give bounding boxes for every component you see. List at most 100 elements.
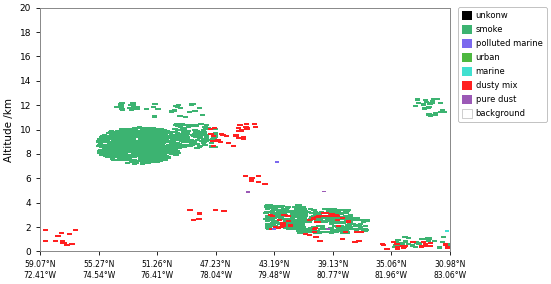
Bar (107, 150, 113, 152)
Bar (426, 240, 431, 242)
Bar (156, 128, 161, 130)
Bar (112, 153, 118, 156)
Bar (290, 214, 295, 216)
Bar (117, 159, 122, 161)
Bar (147, 136, 153, 138)
Bar (169, 141, 174, 143)
Bar (264, 205, 269, 207)
Bar (267, 224, 273, 226)
Bar (99, 139, 105, 141)
Bar (151, 127, 156, 130)
Bar (159, 137, 165, 139)
Bar (354, 229, 359, 232)
Bar (108, 146, 114, 148)
Bar (133, 132, 138, 134)
Bar (152, 139, 157, 141)
Bar (102, 143, 107, 146)
Bar (111, 132, 116, 134)
Bar (160, 142, 166, 145)
Bar (437, 247, 442, 248)
Bar (160, 141, 165, 144)
Bar (338, 227, 343, 230)
Bar (294, 224, 300, 226)
Bar (187, 141, 192, 143)
Bar (141, 154, 147, 157)
Bar (265, 224, 271, 226)
Bar (300, 224, 305, 225)
Bar (173, 131, 178, 133)
Bar (192, 133, 197, 135)
Bar (298, 225, 303, 227)
Bar (148, 133, 153, 135)
Bar (295, 224, 300, 226)
Bar (149, 135, 154, 137)
Bar (164, 157, 169, 159)
Bar (156, 140, 161, 142)
Bar (120, 149, 126, 151)
Bar (330, 216, 335, 218)
Bar (161, 149, 166, 152)
Bar (298, 216, 304, 219)
Bar (109, 130, 114, 133)
Bar (105, 140, 110, 142)
Bar (120, 153, 126, 155)
Bar (141, 153, 146, 155)
Bar (341, 222, 346, 224)
Bar (327, 211, 332, 213)
Bar (308, 218, 313, 221)
Bar (329, 231, 334, 234)
Bar (162, 156, 167, 159)
Bar (186, 145, 191, 147)
Bar (158, 132, 163, 134)
Bar (106, 132, 111, 134)
Bar (111, 158, 117, 161)
Bar (310, 212, 316, 214)
Bar (59, 232, 64, 234)
Bar (298, 210, 303, 213)
Bar (140, 145, 145, 147)
Bar (170, 145, 176, 147)
Bar (155, 149, 160, 152)
Bar (121, 145, 126, 147)
Bar (186, 130, 191, 132)
Bar (336, 221, 341, 223)
Bar (159, 144, 165, 147)
Bar (144, 153, 149, 155)
Bar (105, 147, 111, 149)
Bar (286, 218, 291, 220)
Bar (141, 128, 146, 130)
Bar (193, 124, 199, 126)
Bar (131, 154, 137, 156)
Bar (323, 227, 328, 230)
Bar (282, 208, 287, 210)
Bar (138, 139, 143, 141)
Bar (201, 129, 207, 131)
Bar (282, 211, 288, 213)
Bar (271, 220, 276, 222)
Bar (155, 136, 160, 139)
Bar (138, 158, 143, 161)
Bar (180, 124, 185, 126)
Bar (420, 241, 426, 243)
Bar (104, 154, 109, 156)
Bar (266, 217, 272, 219)
Bar (291, 206, 297, 208)
Bar (134, 151, 140, 153)
Bar (127, 145, 132, 147)
Bar (113, 133, 118, 135)
Bar (401, 247, 406, 249)
Bar (117, 148, 123, 150)
Bar (145, 141, 150, 143)
Bar (276, 209, 280, 211)
Bar (115, 140, 120, 142)
Bar (364, 219, 369, 221)
Bar (150, 151, 155, 153)
Bar (296, 219, 302, 222)
Bar (264, 208, 270, 210)
Bar (326, 228, 330, 230)
Bar (278, 205, 283, 207)
Bar (160, 151, 165, 153)
Bar (126, 133, 132, 136)
Bar (122, 131, 127, 133)
Bar (403, 236, 408, 238)
